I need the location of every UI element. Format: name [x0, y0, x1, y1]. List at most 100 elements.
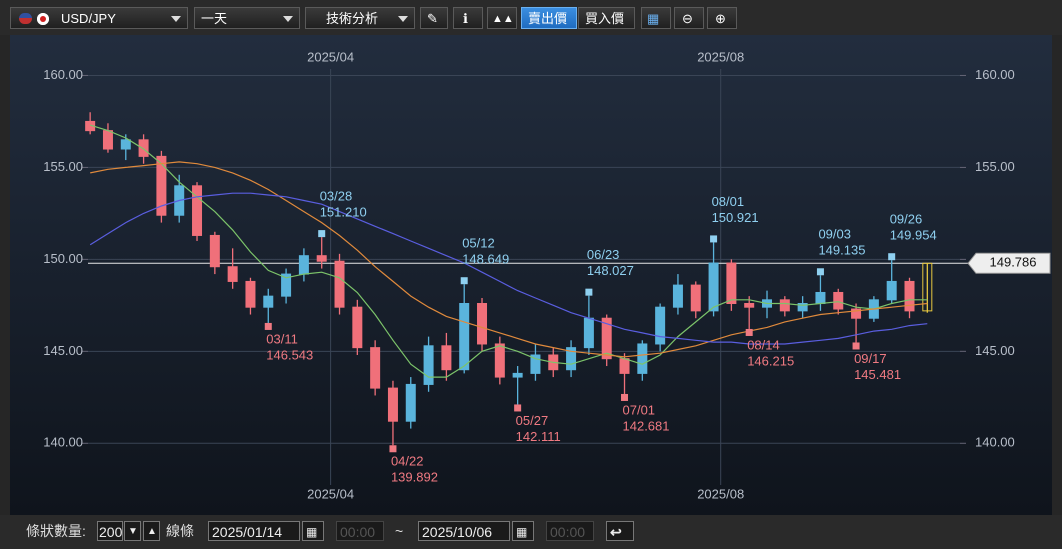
- extreme-date: 09/26: [890, 212, 923, 227]
- moving-average: [89, 192, 928, 345]
- candle-body: [744, 303, 755, 308]
- x-tick-label: 2025/08: [697, 49, 744, 64]
- symbol: USD/JPY: [61, 11, 116, 26]
- chart-type-button[interactable]: ▦: [641, 7, 671, 29]
- candle-body: [387, 387, 398, 422]
- count-input[interactable]: 200: [97, 521, 123, 541]
- sell-button[interactable]: 賣出價: [521, 7, 577, 29]
- count-up[interactable]: ▲: [143, 521, 160, 541]
- flag-jp: [37, 13, 49, 25]
- x-tick-label: 2025/08: [697, 486, 744, 501]
- extreme-value: 149.954: [890, 228, 937, 243]
- extreme-value: 151.210: [320, 205, 367, 220]
- buy: 買入價: [585, 11, 625, 26]
- extreme-marker: [318, 230, 326, 238]
- candle-body: [352, 306, 363, 349]
- extreme-date: 03/28: [320, 189, 353, 204]
- candle-body: [886, 280, 897, 301]
- candle-body: [209, 234, 220, 268]
- candle-body: [619, 358, 630, 374]
- zoom-in-button[interactable]: ⊕: [707, 7, 737, 29]
- extreme-value: 148.027: [587, 263, 634, 278]
- candle-body: [334, 260, 345, 308]
- extreme-marker: [816, 268, 824, 276]
- separator: ~: [395, 523, 404, 539]
- y-tick-label: 140.00: [43, 435, 83, 450]
- sell: 賣出價: [528, 11, 568, 26]
- y-tick-label: 160.00: [43, 67, 83, 82]
- extreme-date: 05/12: [462, 236, 495, 251]
- extreme-value: 145.481: [854, 367, 901, 382]
- candle-body: [263, 295, 274, 308]
- extreme-value: 146.215: [747, 353, 794, 368]
- candle-body: [690, 284, 701, 312]
- candle-body: [441, 345, 452, 371]
- area-button[interactable]: ▲▲: [487, 7, 517, 29]
- to-calendar[interactable]: ▦: [512, 521, 534, 541]
- extreme-marker: [710, 235, 718, 243]
- candle-body: [298, 255, 309, 275]
- extreme-marker: [745, 328, 753, 336]
- candle-body: [494, 343, 505, 378]
- candle-body: [459, 303, 470, 371]
- candle-body: [797, 303, 808, 312]
- from-date[interactable]: 2025/01/14: [208, 521, 300, 541]
- candle-body: [316, 255, 327, 262]
- extreme-date: 04/22: [391, 454, 424, 469]
- candle-body: [655, 306, 666, 345]
- extreme-value: 149.135: [818, 243, 865, 258]
- x-tick-label: 2025/04: [307, 49, 354, 64]
- count-down[interactable]: ▼: [124, 521, 141, 541]
- extreme-date: 03/11: [266, 331, 298, 346]
- extreme-marker: [460, 277, 468, 285]
- candle-body: [779, 299, 790, 312]
- candle-body: [227, 266, 238, 282]
- extreme-value: 142.681: [623, 418, 670, 433]
- candle-body: [922, 262, 933, 312]
- from-calendar[interactable]: ▦: [302, 521, 324, 541]
- reset-button[interactable]: ↩: [606, 521, 634, 541]
- extreme-value: 142.111: [516, 429, 561, 444]
- extreme-date: 05/27: [516, 413, 549, 428]
- extreme-value: 150.921: [712, 210, 759, 225]
- y-tick-label: 140.00: [975, 435, 1015, 450]
- candle-body: [138, 139, 149, 157]
- extreme-marker: [585, 288, 593, 296]
- candle-body: [833, 291, 844, 310]
- period: 一天: [201, 11, 228, 26]
- analysis: 技術分析: [326, 11, 379, 26]
- to-time[interactable]: 00:00: [546, 521, 594, 541]
- from-time[interactable]: 00:00: [336, 521, 384, 541]
- extreme-value: 139.892: [391, 470, 438, 485]
- period-select[interactable]: 一天: [194, 7, 300, 29]
- candle-body: [423, 345, 434, 385]
- y-tick-label: 155.00: [43, 159, 83, 174]
- candle-body: [512, 372, 523, 378]
- candle-body: [708, 262, 719, 312]
- candle-body: [726, 262, 737, 305]
- extreme-marker: [621, 393, 629, 401]
- extreme-date: 08/01: [712, 194, 745, 209]
- y-tick-label: 150.00: [43, 251, 83, 266]
- extreme-date: 08/14: [747, 337, 780, 352]
- last-price-label: 149.786: [990, 255, 1037, 270]
- extreme-date: 06/23: [587, 247, 620, 262]
- candle-body: [245, 280, 256, 308]
- y-tick-label: 155.00: [975, 159, 1015, 174]
- zoom-out-button[interactable]: ⊖: [674, 7, 704, 29]
- y-tick-label: 145.00: [43, 343, 83, 358]
- buy-button[interactable]: 買入價: [578, 7, 635, 29]
- candle-body: [530, 354, 541, 374]
- info-button[interactable]: ℹ: [453, 7, 483, 29]
- draw-button[interactable]: ✎: [420, 7, 448, 29]
- plot-background: [10, 35, 1052, 515]
- candle-body: [405, 383, 416, 422]
- candle-body: [904, 280, 915, 312]
- moving-average: [90, 124, 928, 378]
- analysis-select[interactable]: 技術分析: [305, 7, 415, 29]
- to-date[interactable]: 2025/10/06: [418, 521, 510, 541]
- flag-us: [19, 13, 32, 24]
- extreme-date: 09/17: [854, 351, 887, 366]
- y-tick-label: 145.00: [975, 343, 1015, 358]
- symbol-select[interactable]: USD/JPY: [10, 7, 188, 29]
